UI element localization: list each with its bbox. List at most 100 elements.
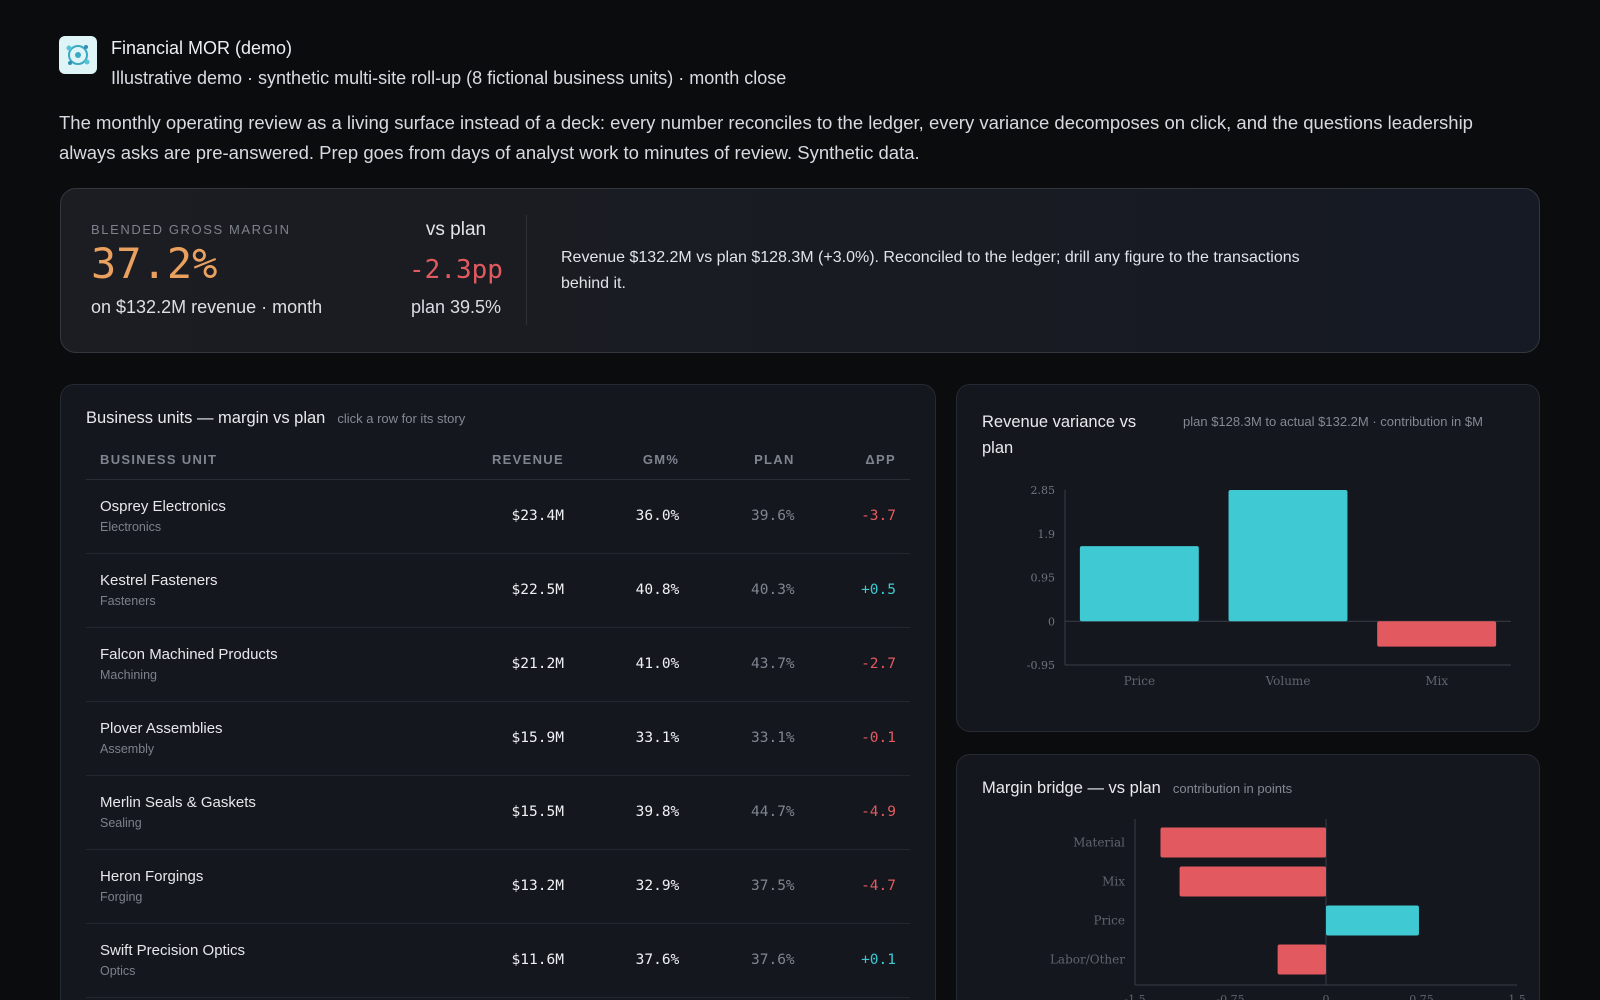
vs-plan-block: vs plan -2.3pp plan 39.5% <box>381 219 531 318</box>
bu-gm: 39.8% <box>577 775 694 850</box>
bu-plan: 40.3% <box>693 553 809 628</box>
bu-delta: -4.7 <box>808 849 910 924</box>
bu-segment: Fasteners <box>100 594 156 608</box>
bu-segment: Forging <box>100 890 143 904</box>
y-tick-label: 2.85 <box>1031 484 1056 497</box>
y-tick-label: 0 <box>1048 615 1055 628</box>
margin-bridge-panel: Margin bridge — vs plan contribution in … <box>956 754 1540 1000</box>
bu-revenue: $13.2M <box>417 849 578 924</box>
bu-plan: 43.7% <box>693 627 809 702</box>
y-tick-label: Price <box>1094 914 1125 928</box>
bu-gm: 37.6% <box>577 923 694 998</box>
bar-mix <box>1377 621 1497 647</box>
bu-plan: 37.5% <box>693 849 809 924</box>
business-units-header: Business units — margin vs plan click a … <box>86 409 465 428</box>
x-tick-label: -0.75 <box>1216 993 1244 1000</box>
revenue-variance-chart: 2.85 1.9 0.95 0 -0.95 Price Volume Mix <box>1027 484 1511 688</box>
business-units-panel: Business units — margin vs plan click a … <box>60 384 936 1000</box>
x-tick-label: -1.5 <box>1124 993 1145 1000</box>
bu-delta: -4.9 <box>808 775 910 850</box>
bu-name: Heron Forgings <box>100 868 204 885</box>
table-row[interactable]: Heron Forgings Forging $13.2M 32.9% 37.5% -4.… <box>86 849 910 924</box>
bu-delta: +0.1 <box>808 923 910 998</box>
bar-material <box>1160 827 1326 858</box>
vs-plan-title: vs plan <box>425 219 487 240</box>
bu-revenue: $15.9M <box>417 701 578 776</box>
table-row[interactable]: Falcon Machined Products Machining $21.2M 4… <box>86 627 910 702</box>
bu-cell: Kestrel Fasteners Fasteners <box>86 553 418 628</box>
margin-bridge-header: Margin bridge — vs plan contribution in … <box>982 779 1292 798</box>
y-tick-label: -0.95 <box>1027 659 1055 672</box>
bu-plan: 39.6% <box>693 479 809 554</box>
bu-gm: 40.8% <box>577 553 694 628</box>
bu-revenue: $15.5M <box>417 775 578 850</box>
revenue-variance-panel: Revenue variance vs plan plan $128.3M to… <box>956 384 1540 732</box>
bu-cell: Plover Assemblies Assembly <box>86 701 418 776</box>
vs-plan-delta: -2.3pp <box>409 255 503 285</box>
revenue-variance-title: Revenue variance vs plan <box>982 413 1137 457</box>
bu-revenue: $23.4M <box>417 479 578 554</box>
revenue-variance-hint: plan $128.3M to actual $132.2M · contrib… <box>1183 414 1483 429</box>
intro-text: The monthly operating review as a living… <box>59 112 1473 163</box>
app-title: Financial MOR (demo) <box>111 38 293 58</box>
x-tick-label: Price <box>1124 674 1155 688</box>
bu-gm: 41.0% <box>577 627 694 702</box>
business-units-table: BUSINESS UNIT REVENUE GM% PLAN ΔPP Ospre… <box>86 441 910 998</box>
kpi-subtitle: on $132.2M revenue · month <box>91 297 323 317</box>
kpi-divider <box>526 215 527 325</box>
bu-name: Osprey Electronics <box>100 498 226 515</box>
bu-plan: 44.7% <box>693 775 809 850</box>
bar-mix <box>1179 866 1326 897</box>
bar-labor-other <box>1277 944 1326 975</box>
y-tick-label: Mix <box>1102 875 1125 889</box>
bu-cell: Falcon Machined Products Machining <box>86 627 418 702</box>
table-row[interactable]: Osprey Electronics Electronics $23.4M 36.0%… <box>86 479 910 554</box>
kpi-note: Revenue $132.2M vs plan $128.3M (+3.0%).… <box>561 249 1300 292</box>
table-row[interactable]: Merlin Seals & Gaskets Sealing $15.5M 39.8%… <box>86 775 910 850</box>
col-business-unit[interactable]: BUSINESS UNIT <box>86 441 418 480</box>
bu-delta: -0.1 <box>808 701 910 776</box>
col-gm[interactable]: GM% <box>577 441 694 480</box>
y-tick-label: 0.95 <box>1031 572 1056 585</box>
bu-plan: 33.1% <box>693 701 809 776</box>
bu-delta: +0.5 <box>808 553 910 628</box>
y-tick-label: 1.9 <box>1038 528 1056 541</box>
app-logo-icon <box>59 36 97 74</box>
col-revenue[interactable]: REVENUE <box>417 441 578 480</box>
bu-delta: -3.7 <box>808 479 910 554</box>
x-tick-label: 0 <box>1323 993 1330 1000</box>
y-tick-label: Material <box>1073 836 1125 850</box>
bu-gm: 32.9% <box>577 849 694 924</box>
bu-cell: Heron Forgings Forging <box>86 849 418 924</box>
app-header: Financial MOR (demo) Illustrative demo ·… <box>59 36 786 88</box>
bu-revenue: $11.6M <box>417 923 578 998</box>
bu-revenue: $21.2M <box>417 627 578 702</box>
bu-segment: Assembly <box>100 742 155 756</box>
business-units-title: Business units — margin vs plan <box>86 409 326 427</box>
vs-plan-value: plan 39.5% <box>410 297 502 317</box>
kpi-value: 37.2% <box>91 239 218 288</box>
bu-gm: 33.1% <box>577 701 694 776</box>
bu-cell: Osprey Electronics Electronics <box>86 479 418 554</box>
table-row[interactable]: Swift Precision Optics Optics $11.6M 37.6% 3… <box>86 923 910 998</box>
x-tick-label: 0.75 <box>1409 993 1434 1000</box>
bu-cell: Swift Precision Optics Optics <box>86 923 418 998</box>
bu-plan: 37.6% <box>693 923 809 998</box>
bu-name: Kestrel Fasteners <box>100 572 218 589</box>
bu-delta: -2.7 <box>808 627 910 702</box>
bu-segment: Machining <box>100 668 157 682</box>
bu-cell: Merlin Seals & Gaskets Sealing <box>86 775 418 850</box>
bar-price <box>1326 905 1419 936</box>
col-plan[interactable]: PLAN <box>693 441 809 480</box>
bu-segment: Optics <box>100 964 136 978</box>
table-row[interactable]: Plover Assemblies Assembly $15.9M 33.1% 33.1… <box>86 701 910 776</box>
table-row[interactable]: Kestrel Fasteners Fasteners $22.5M 40.8% 40.… <box>86 553 910 628</box>
business-units-hint: click a row for its story <box>337 411 466 426</box>
col-delta[interactable]: ΔPP <box>808 441 910 480</box>
x-tick-label: 1.5 <box>1508 993 1526 1000</box>
margin-bridge-hint: contribution in points <box>1172 781 1293 796</box>
bu-gm: 36.0% <box>577 479 694 554</box>
bar-volume <box>1228 490 1348 622</box>
table-header-row: BUSINESS UNIT REVENUE GM% PLAN ΔPP <box>86 441 910 480</box>
bar-price <box>1079 546 1199 622</box>
